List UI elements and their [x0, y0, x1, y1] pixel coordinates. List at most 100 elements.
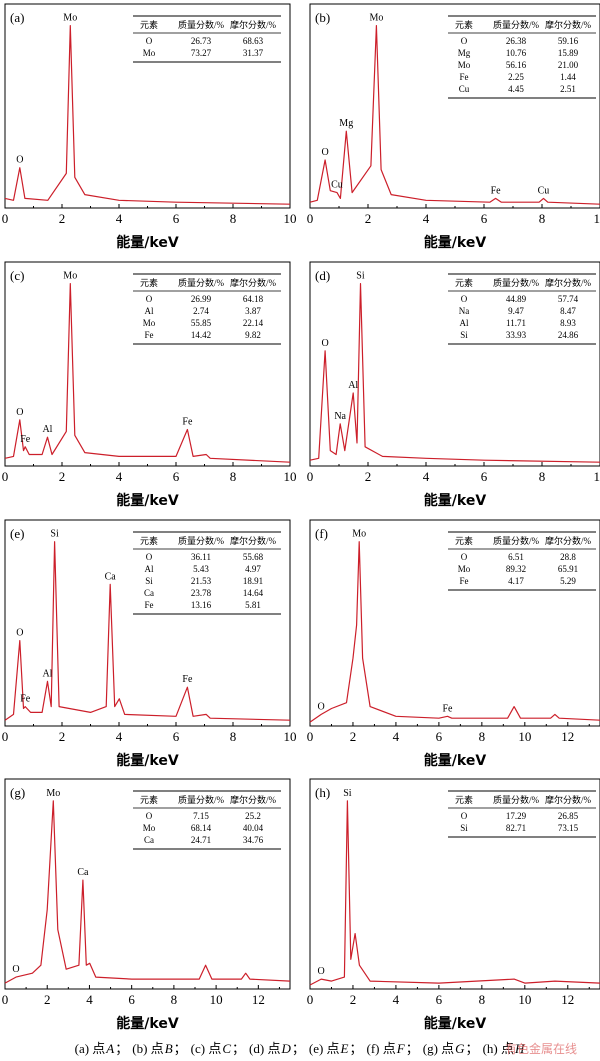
peak-label: Mo [63, 271, 77, 282]
spectrum-panel: 0 2 4 6 8 10 能量/keV (e) O Fe Al Si Ca Fe 元素 质量分数/% 摩尔分数/… [2, 519, 297, 769]
table-cell: 3.87 [245, 306, 261, 316]
x-tick-label: 10 [594, 469, 600, 484]
x-tick-label: 10 [284, 469, 297, 484]
table-cell: Mo [143, 823, 156, 833]
panel-label: (b) [315, 10, 330, 25]
x-tick-label: 4 [86, 992, 93, 1007]
peak-label: O [321, 338, 328, 349]
x-tick-label: 0 [2, 469, 9, 484]
caption-separator: ； [465, 1041, 479, 1056]
table-header-cell: 摩尔分数/% [230, 277, 277, 288]
caption-separator: ； [115, 1041, 129, 1056]
x-tick-label: 6 [128, 992, 135, 1007]
table-cell: 25.2 [245, 811, 261, 821]
x-tick-label: 2 [59, 729, 66, 744]
table-cell: 4.97 [245, 564, 261, 574]
table-cell: Mo [458, 60, 471, 70]
table-header-cell: 元素 [455, 794, 473, 805]
caption-prefix: (c) 点 [190, 1041, 222, 1056]
table-cell: O [146, 36, 153, 46]
x-tick-label: 0 [307, 729, 314, 744]
caption-prefix: (b) 点 [132, 1041, 164, 1056]
panel-label: (c) [10, 268, 24, 283]
table-cell: 24.86 [558, 330, 579, 340]
caption-prefix: (f) 点 [366, 1041, 396, 1056]
panel-label: (a) [10, 10, 24, 25]
caption-separator: ； [291, 1041, 305, 1056]
table-cell: 89.32 [506, 564, 526, 574]
table-cell: 73.15 [558, 823, 579, 833]
caption-item: (e) 点E； [308, 1041, 364, 1056]
table-cell: 2.74 [193, 306, 209, 316]
x-tick-label: 2 [44, 992, 51, 1007]
x-tick-label: 6 [436, 729, 443, 744]
table-cell: Mg [458, 48, 471, 58]
x-tick-label: 0 [2, 729, 9, 744]
peak-label: Fe [182, 674, 193, 685]
table-cell: Si [460, 823, 468, 833]
spectrum-panel: 0 2 4 6 8 10 能量/keV (b) O Cu Mg Mo Fe Cu 元素 质量分数/% 摩尔分数/… [307, 3, 600, 251]
x-tick-label: 8 [230, 469, 237, 484]
table-cell: 26.99 [191, 294, 212, 304]
caption-prefix: (g) 点 [422, 1041, 455, 1056]
caption-item: (d) 点D； [248, 1041, 306, 1056]
table-cell: Al [145, 564, 154, 574]
table-cell: 23.78 [191, 588, 212, 598]
peak-label: Al [348, 380, 358, 391]
table-header-cell: 质量分数/% [493, 277, 540, 288]
caption-point: B [164, 1041, 173, 1056]
peak-label: Mo [46, 788, 60, 799]
table-cell: 8.93 [560, 318, 576, 328]
table-cell: 10.76 [506, 48, 527, 58]
table-header-cell: 摩尔分数/% [230, 794, 277, 805]
x-tick-label: 6 [173, 729, 180, 744]
x-tick-label: 8 [539, 211, 546, 226]
table-cell: 9.82 [245, 330, 261, 340]
x-tick-label: 10 [210, 992, 223, 1007]
table-cell: Mo [143, 48, 156, 58]
panel-label: (f) [315, 526, 328, 541]
table-cell: Mo [458, 564, 471, 574]
table-header-cell: 元素 [455, 277, 473, 288]
x-tick-label: 2 [350, 992, 357, 1007]
x-tick-label: 4 [423, 211, 430, 226]
spectrum-panel: 0 2 4 6 8 10 12 能量/keV (g) O Mo Ca 元素 质量分数/% 摩尔分数/% O 7.… [2, 778, 291, 1032]
caption-point: C [222, 1041, 232, 1056]
table-cell: 34.76 [243, 835, 264, 845]
x-tick-label: 4 [393, 729, 400, 744]
table-header-cell: 质量分数/% [493, 535, 540, 546]
peak-label: O [16, 628, 23, 639]
x-tick-label: 2 [365, 211, 372, 226]
peak-label: O [16, 155, 23, 166]
table-cell: 2.25 [508, 72, 524, 82]
table-cell: 14.64 [243, 588, 264, 598]
x-tick-label: 4 [116, 469, 123, 484]
table-header-cell: 元素 [140, 277, 158, 288]
table-cell: 8.47 [560, 306, 576, 316]
table-cell: Na [459, 306, 470, 316]
caption-item: (h) 点H [482, 1041, 527, 1056]
x-tick-label: 0 [2, 992, 9, 1007]
table-header-cell: 摩尔分数/% [230, 535, 277, 546]
table-cell: 82.71 [506, 823, 526, 833]
table-cell: 57.74 [558, 294, 579, 304]
table-cell: 21.53 [191, 576, 212, 586]
table-cell: 5.43 [193, 564, 209, 574]
x-tick-label: 12 [561, 729, 574, 744]
caption-item: (a) 点A； [74, 1041, 130, 1056]
peak-label: O [16, 407, 23, 418]
x-tick-label: 6 [173, 469, 180, 484]
table-cell: 55.85 [191, 318, 212, 328]
x-tick-label: 10 [518, 992, 531, 1007]
peak-label: Al [42, 668, 52, 679]
table-cell: 21.00 [558, 60, 579, 70]
table-cell: 9.47 [508, 306, 524, 316]
table-cell: Fe [460, 72, 469, 82]
table-cell: 18.91 [243, 576, 263, 586]
x-tick-label: 6 [481, 469, 488, 484]
table-header-cell: 元素 [140, 19, 158, 30]
spectrum-line [309, 283, 600, 463]
x-tick-label: 0 [307, 992, 314, 1007]
peak-label: Fe [491, 185, 502, 196]
table-cell: Al [145, 306, 154, 316]
